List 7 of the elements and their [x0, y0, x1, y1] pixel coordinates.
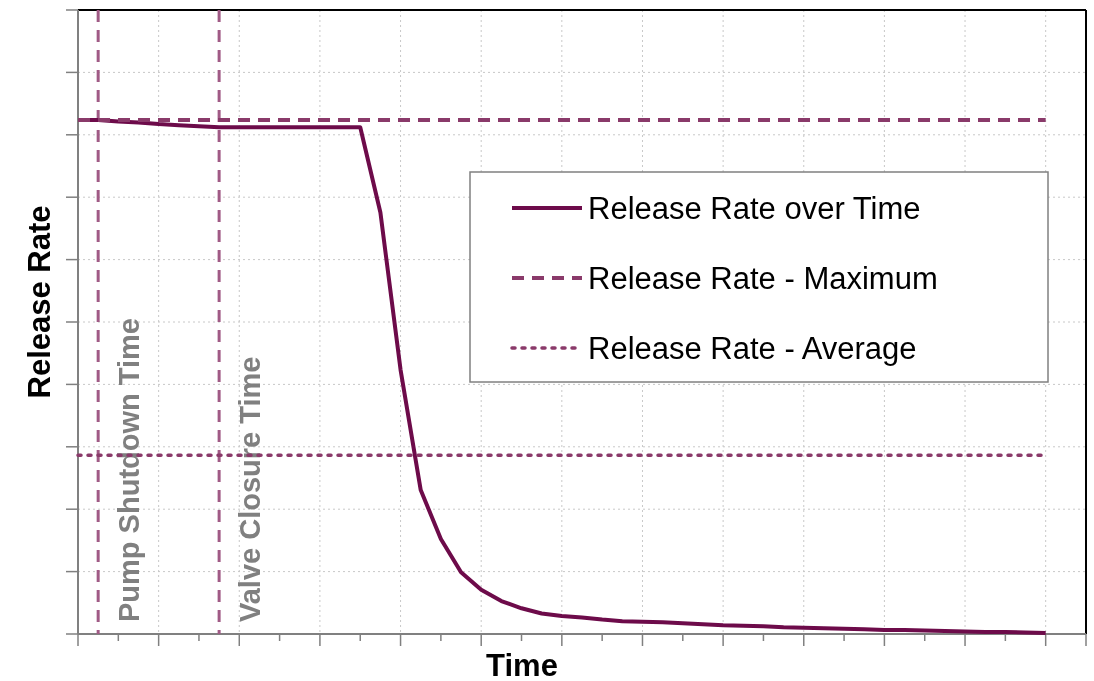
legend-label: Release Rate - Average — [588, 331, 917, 366]
y-axis-title: Release Rate — [22, 205, 57, 399]
legend-label: Release Rate - Maximum — [588, 261, 938, 296]
legend-label: Release Rate over Time — [588, 191, 921, 226]
annotation: Valve Closure Time — [234, 356, 267, 622]
x-axis-title: Time — [486, 648, 558, 681]
annotation: Pump Shutdown Time — [113, 318, 146, 622]
